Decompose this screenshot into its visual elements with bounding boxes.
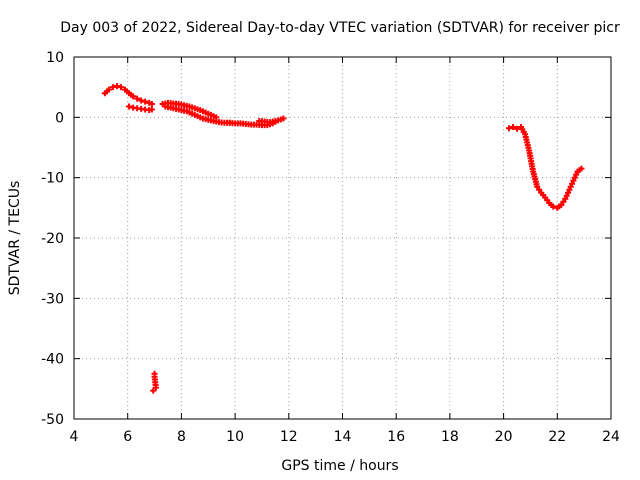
data-point-mark <box>514 125 521 132</box>
data-point <box>152 384 159 391</box>
data-point <box>105 86 112 93</box>
x-tick-label: 18 <box>441 429 459 445</box>
data-point <box>558 201 565 208</box>
data-point <box>148 106 155 113</box>
data-point-mark <box>562 195 569 202</box>
data-point-mark <box>142 98 149 105</box>
y-tick-label: 10 <box>46 50 64 66</box>
data-point <box>505 125 512 132</box>
data-point <box>142 98 149 105</box>
data-point-mark <box>272 117 279 124</box>
x-tick-label: 10 <box>226 429 244 445</box>
x-tick-label: 8 <box>177 429 186 445</box>
data-point <box>138 97 145 104</box>
data-point <box>578 165 585 172</box>
data-point <box>117 84 124 91</box>
data-point <box>514 125 521 132</box>
data-point-mark <box>148 106 155 113</box>
data-point-mark <box>558 201 565 208</box>
x-tick-label: 20 <box>495 429 513 445</box>
data-point <box>570 177 577 184</box>
x-tick-label: 14 <box>334 429 352 445</box>
data-point-interp <box>536 186 543 193</box>
grid-layer <box>74 57 611 419</box>
x-axis-label: GPS time / hours <box>281 458 398 474</box>
x-tick-label: 24 <box>602 429 620 445</box>
data-point <box>134 95 141 102</box>
data-point-mark <box>113 82 120 89</box>
chart-title: Day 003 of 2022, Sidereal Day-to-day VTE… <box>60 20 620 36</box>
data-point-mark <box>569 180 576 187</box>
data-point <box>148 101 155 108</box>
data-point-interp <box>563 192 570 199</box>
x-tick-label: 12 <box>280 429 298 445</box>
data-point-mark <box>117 84 124 91</box>
data-point-mark <box>565 189 572 196</box>
data-point-mark <box>567 183 574 190</box>
data-point <box>109 84 116 91</box>
y-tick-label: 0 <box>55 110 64 126</box>
data-point-mark <box>570 177 577 184</box>
x-tick-label: 4 <box>70 429 79 445</box>
data-point-mark <box>505 125 512 132</box>
data-point-mark <box>130 93 137 100</box>
data-point-mark <box>563 192 570 199</box>
data-point <box>126 103 133 110</box>
data-point-interp <box>567 183 574 190</box>
y-axis-label: SDTVAR / TECUs <box>7 181 23 296</box>
data-point-mark <box>573 171 580 178</box>
y-tick-label: -10 <box>41 171 64 187</box>
data-point-interp <box>573 171 580 178</box>
data-point-mark <box>534 183 541 190</box>
data-point-mark <box>138 97 145 104</box>
y-tick-label: -50 <box>41 412 64 428</box>
data-point-mark <box>566 186 573 193</box>
data-point <box>509 123 516 130</box>
data-point <box>280 115 287 122</box>
data-point-mark <box>126 103 133 110</box>
data-point-mark <box>150 387 157 394</box>
data-point <box>534 183 541 190</box>
y-tick-label: -20 <box>41 231 64 247</box>
data-point-mark <box>536 186 543 193</box>
data-point-mark <box>109 84 116 91</box>
data-point-mark <box>105 86 112 93</box>
data-point <box>113 82 120 89</box>
data-point <box>550 203 557 210</box>
data-point-interp <box>571 174 578 181</box>
x-tick-label: 16 <box>387 429 405 445</box>
data-point <box>130 93 137 100</box>
data-point <box>150 387 157 394</box>
data-point <box>562 195 569 202</box>
data-point-interp <box>560 198 567 205</box>
x-tick-label: 22 <box>548 429 566 445</box>
data-point-mark <box>550 203 557 210</box>
data-point-interp <box>565 189 572 196</box>
data-point-mark <box>280 115 287 122</box>
y-tick-label: -40 <box>41 352 64 368</box>
x-tick-label: 6 <box>123 429 132 445</box>
data-point-mark <box>148 101 155 108</box>
data-point-mark <box>152 384 159 391</box>
data-point-mark <box>509 123 516 130</box>
data-point-mark <box>578 165 585 172</box>
data-points-layer <box>101 82 585 394</box>
data-point <box>272 117 279 124</box>
y-tick-label: -30 <box>41 291 64 307</box>
data-point <box>566 186 573 193</box>
data-point-mark <box>560 198 567 205</box>
data-point-mark <box>571 174 578 181</box>
axes-layer: 4 6 8 10 12 14 16 18 20 22 24 10 0 -10 -20 -30 -40 -50 <box>41 50 620 445</box>
data-point-interp <box>569 180 576 187</box>
data-point-mark <box>134 95 141 102</box>
